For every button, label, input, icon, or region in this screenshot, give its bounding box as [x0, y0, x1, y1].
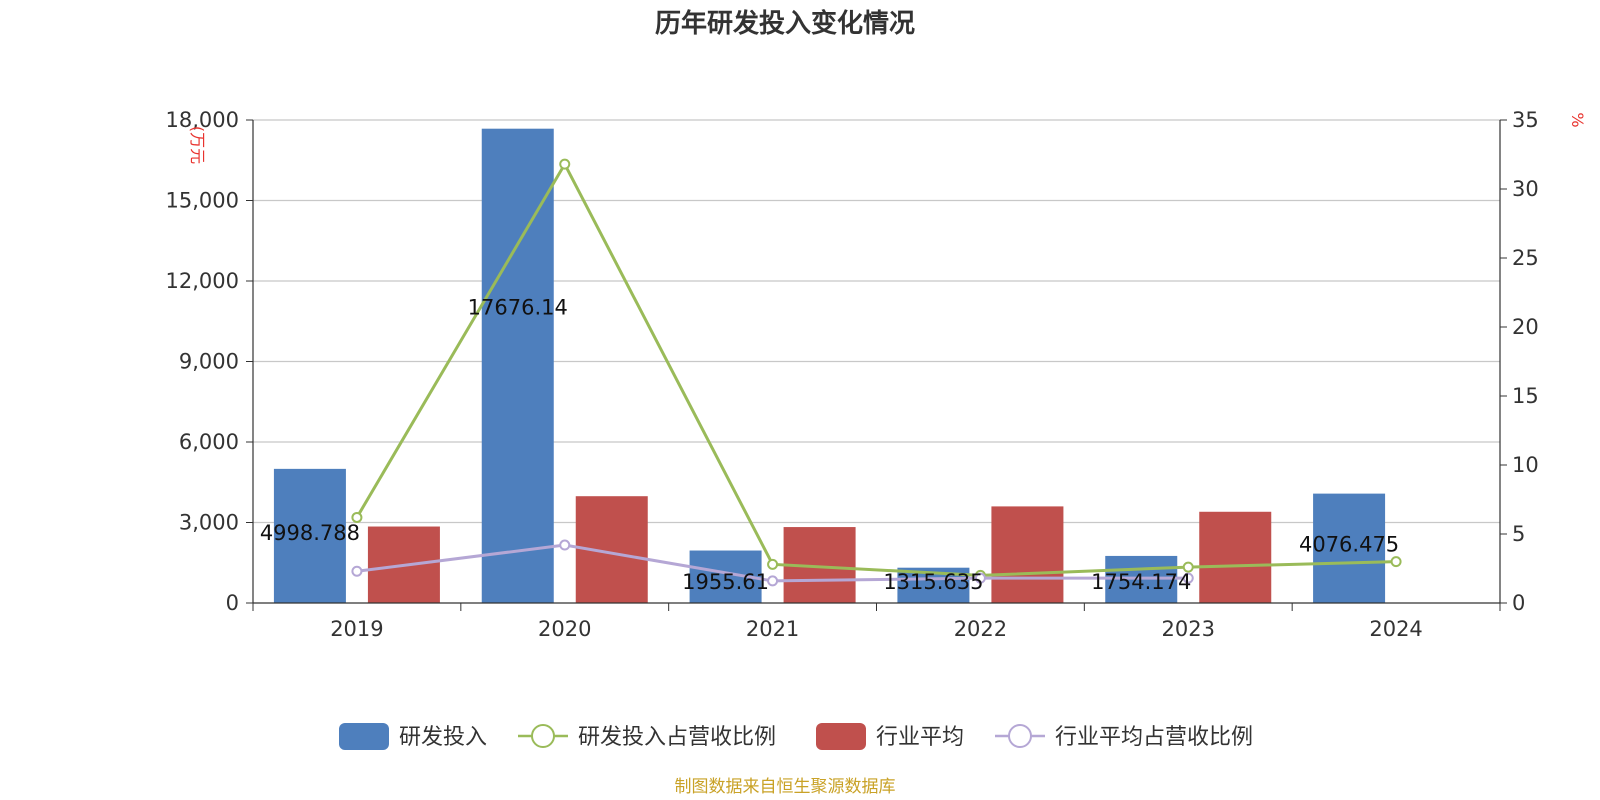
x-tick-label: 2020	[538, 617, 591, 641]
x-tick-label: 2022	[954, 617, 1007, 641]
right-tick-label: 10	[1512, 453, 1539, 477]
legend-swatch-bar	[339, 723, 389, 750]
legend-label: 研发投入	[399, 725, 487, 750]
legend-label: 行业平均占营收比例	[1055, 725, 1253, 750]
bar-value-label: 4998.788	[260, 521, 360, 545]
legend-label: 研发投入占营收比例	[578, 725, 776, 750]
left-tick-label: 15,000	[166, 189, 239, 213]
chart-title: 历年研发投入变化情况	[655, 8, 915, 39]
bar-rd-2024	[1313, 493, 1386, 603]
x-tick-label: 2023	[1162, 617, 1215, 641]
left-tick-label: 0	[226, 591, 239, 615]
line-point	[1182, 561, 1194, 573]
right-tick-label: 0	[1512, 591, 1525, 615]
left-tick-label: 3,000	[179, 511, 239, 535]
left-tick-label: 6,000	[179, 430, 239, 454]
left-tick-label: 12,000	[166, 269, 239, 293]
data-labels: 4998.788 17676.14 1955.61 1315.635 1754.174 4…	[260, 296, 1399, 594]
line-point	[559, 539, 571, 551]
x-tick-label: 2019	[330, 617, 383, 641]
right-axis-unit: %	[1568, 112, 1587, 127]
legend-swatch-marker	[1008, 724, 1032, 748]
lines	[351, 158, 1402, 587]
bar-value-label: 1315.635	[883, 570, 983, 594]
bar-industry-2022	[991, 506, 1064, 603]
left-axis-unit: (万元	[188, 126, 207, 164]
bars	[273, 128, 1386, 603]
left-tick-label: 18,000	[166, 108, 239, 132]
right-tick-label: 30	[1512, 177, 1539, 201]
right-tick-label: 20	[1512, 315, 1539, 339]
line-point	[767, 558, 779, 570]
legend-swatch-marker	[531, 724, 555, 748]
line-point	[767, 575, 779, 587]
line-rd-ratio	[355, 161, 1397, 577]
x-tick-label: 2021	[746, 617, 799, 641]
line-point	[1390, 556, 1402, 568]
x-tick-label: 2024	[1369, 617, 1422, 641]
right-tick-label: 35	[1512, 108, 1539, 132]
line-point	[559, 158, 571, 170]
line-point	[351, 511, 363, 523]
bar-rd-2019	[273, 468, 346, 603]
right-tick-label: 25	[1512, 246, 1539, 270]
right-tick-label: 15	[1512, 384, 1539, 408]
bar-value-label: 1955.61	[682, 570, 769, 594]
right-tick-label: 5	[1512, 522, 1525, 546]
bar-value-label: 1754.174	[1091, 570, 1191, 594]
legend-label: 行业平均	[876, 725, 964, 750]
bar-value-label: 17676.14	[468, 296, 568, 320]
bar-rd-2020	[481, 128, 554, 603]
legend: 研发投入 研发投入占营收比例 行业平均 行业平均占营收比例	[339, 723, 1253, 750]
bar-value-label: 4076.475	[1299, 533, 1399, 557]
bar-industry-2023	[1199, 511, 1272, 603]
line-point	[1182, 572, 1194, 584]
axes: 0 3,000 6,000 9,000 12,000 15,000 18,000 0 5 10 15…	[166, 108, 1539, 641]
line-point	[974, 572, 986, 584]
source-note: 制图数据来自恒生聚源数据库	[675, 777, 896, 797]
legend-swatch-bar	[816, 723, 866, 750]
left-tick-label: 9,000	[179, 350, 239, 374]
gridlines	[253, 119, 1500, 524]
line-point	[351, 565, 363, 577]
